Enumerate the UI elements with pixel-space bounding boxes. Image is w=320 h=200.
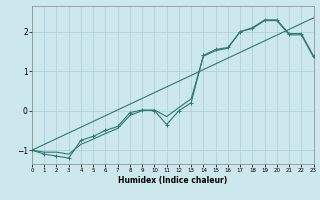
- X-axis label: Humidex (Indice chaleur): Humidex (Indice chaleur): [118, 176, 228, 185]
